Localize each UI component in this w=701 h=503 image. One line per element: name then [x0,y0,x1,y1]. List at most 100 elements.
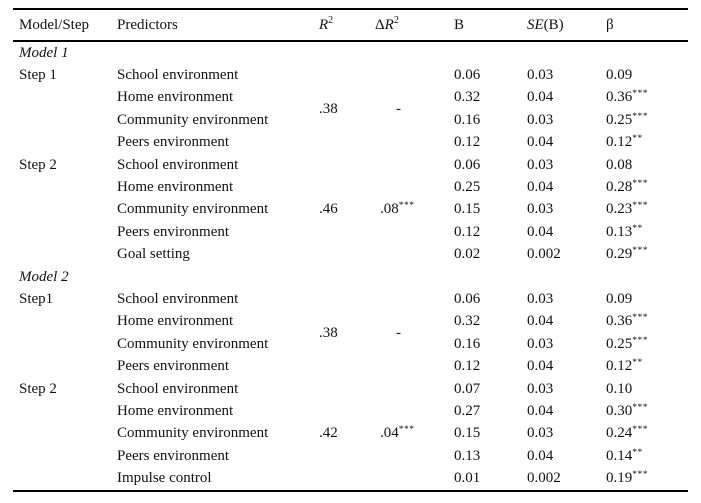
significance-stars: *** [632,201,648,212]
table-header: Model/Step Predictors R2 ΔR2 B SE(B) β [13,9,688,41]
beta-cell: 0.28*** [606,176,688,198]
beta-value: 0.14 [606,447,633,464]
b-cell: 0.12 [454,134,481,151]
beta-cell: 0.30*** [606,400,688,422]
predictor-cell: Peers environment [117,358,230,375]
se-cell: 0.002 [527,470,561,487]
model-row: Model 2 [13,266,688,288]
col-header-r2: R2 [319,9,375,41]
se-cell: 0.03 [527,425,554,442]
predictor-cell: Home environment [117,313,234,330]
col-header-se-b: SE(B) [527,9,606,41]
model-row: Model 1 [13,41,688,64]
delta-r2-superscript: 2 [393,14,399,26]
table-row: Community environment 0.15 0.03 0.24*** [13,423,688,445]
beta-value: 0.13 [606,223,633,240]
col-header-predictors: Predictors [117,16,178,33]
b-cell: 0.13 [454,447,481,464]
beta-value: 0.30 [606,402,633,419]
se-cell: 0.04 [527,313,554,330]
predictor-cell: School environment [117,290,239,307]
beta-value: 0.12 [606,134,633,151]
delta-r2-cell: .08*** [375,154,454,266]
b-cell: 0.27 [454,402,481,419]
beta-value: 0.29 [606,246,633,263]
table-row: Community environment 0.16 0.03 0.25*** [13,333,688,355]
table-row: Community environment 0.15 0.03 0.23*** [13,199,688,221]
b-cell: 0.06 [454,290,481,307]
beta-cell: 0.10 [606,378,688,400]
col-header-beta: β [606,16,614,33]
se-cell: 0.03 [527,156,554,173]
col-header-b: B [454,16,465,33]
significance-stars: *** [632,179,648,190]
table-row: Peers environment 0.12 0.04 0.12** [13,355,688,377]
delta-r2-cell: .04*** [375,378,454,491]
beta-cell: 0.36*** [606,311,688,333]
step-label-cell: Step 1 [19,67,57,84]
r2-cell: .38 [319,324,338,341]
table-row: Goal setting 0.02 0.002 0.29*** [13,244,688,266]
beta-cell: 0.08 [606,154,688,176]
beta-value: 0.10 [606,380,633,397]
table-row: Impulse control 0.01 0.002 0.19*** [13,467,688,490]
predictor-cell: Community environment [117,425,269,442]
col-header-delta-r2: ΔR2 [375,9,454,41]
b-cell: 0.06 [454,67,481,84]
beta-value: 0.24 [606,425,633,442]
predictor-cell: Home environment [117,89,234,106]
predictor-cell: Community environment [117,335,269,352]
se-cell: 0.002 [527,246,561,263]
beta-cell: 0.25*** [606,109,688,131]
b-cell: 0.32 [454,89,481,106]
beta-value: 0.25 [606,335,633,352]
table-row: Home environment 0.32 0.04 0.36*** [13,87,688,109]
b-cell: 0.16 [454,335,481,352]
b-cell: 0.15 [454,425,481,442]
beta-value: 0.23 [606,201,633,218]
beta-value: 0.08 [606,156,633,173]
predictor-cell: Impulse control [117,470,212,487]
se-cell: 0.03 [527,335,554,352]
delta-r2-value: - [396,324,401,341]
table-row: Step1 School environment .38 - 0.06 0.03… [13,288,688,341]
table-row: Peers environment 0.12 0.04 0.13** [13,221,688,243]
regression-table: Model/Step Predictors R2 ΔR2 B SE(B) β M… [13,8,688,492]
predictor-cell: School environment [117,156,239,173]
delta-r2-value: .04 [380,425,399,442]
predictor-cell: Goal setting [117,246,190,263]
table-row: Step 1 School environment .38 - 0.06 0.0… [13,64,688,117]
beta-cell: 0.12** [606,132,688,154]
significance-stars: ** [632,447,643,458]
significance-stars: *** [632,313,648,324]
b-cell: 0.06 [454,156,481,173]
significance-stars: *** [632,111,648,122]
beta-cell: 0.19*** [606,467,688,490]
predictor-cell: Home environment [117,402,234,419]
b-cell: 0.32 [454,313,481,330]
b-cell: 0.07 [454,380,481,397]
significance-stars: *** [632,425,648,436]
beta-value: 0.09 [606,67,633,84]
beta-cell: 0.36*** [606,87,688,109]
beta-cell: 0.29*** [606,244,688,266]
b-cell: 0.12 [454,223,481,240]
se-cell: 0.04 [527,447,554,464]
b-cell: 0.25 [454,179,481,196]
delta-r2-value: - [396,100,401,117]
beta-cell: 0.23*** [606,199,688,221]
se-cell: 0.04 [527,179,554,196]
table-row: Peers environment 0.13 0.04 0.14** [13,445,688,467]
table-row: Peers environment 0.12 0.04 0.12** [13,132,688,154]
significance-stars: *** [398,425,415,436]
delta-r2-value: .08 [380,201,399,218]
significance-stars: *** [632,335,648,346]
se-cell: 0.03 [527,201,554,218]
se-cell: 0.03 [527,111,554,128]
se-rest-part: (B) [543,16,564,33]
beta-cell: 0.13** [606,221,688,243]
predictor-cell: School environment [117,67,239,84]
table-row: Home environment 0.32 0.04 0.36*** [13,311,688,333]
model-label: Model 2 [19,268,69,285]
r2-superscript: 2 [328,14,334,26]
